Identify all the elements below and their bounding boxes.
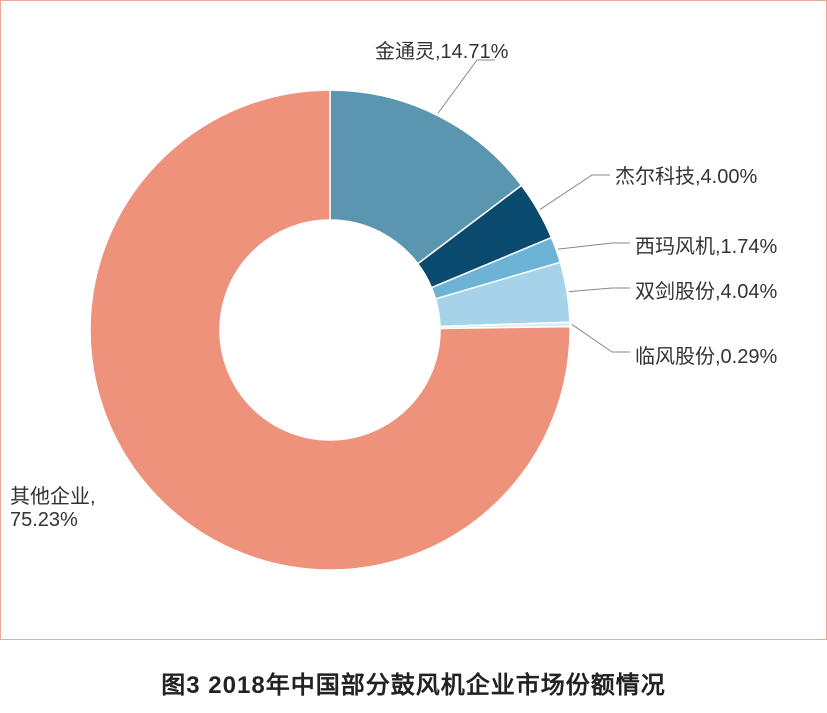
donut-chart: 金通灵,14.71% 杰尔科技,4.00% 西玛风机,1.74% 双剑股份,4.04%… xyxy=(0,0,827,640)
slice-label-杰尔科技: 杰尔科技,4.00% xyxy=(615,160,757,189)
donut-svg xyxy=(0,0,827,640)
slice-label-西玛风机: 西玛风机,1.74% xyxy=(635,230,777,259)
leader-西玛风机 xyxy=(558,243,630,249)
leader-金通灵 xyxy=(438,60,495,113)
slice-label-金通灵: 金通灵,14.71% xyxy=(375,35,508,64)
leader-双剑股份 xyxy=(569,288,630,292)
leader-杰尔科技 xyxy=(540,175,610,210)
slice-label-临风股份: 临风股份,0.29% xyxy=(635,340,777,369)
leader-临风股份 xyxy=(572,324,630,352)
slice-label-其他企业: 其他企业,75.23% xyxy=(10,480,96,532)
chart-caption: 图3 2018年中国部分鼓风机企业市场份额情况 xyxy=(0,665,827,700)
slice-label-双剑股份: 双剑股份,4.04% xyxy=(635,275,777,304)
